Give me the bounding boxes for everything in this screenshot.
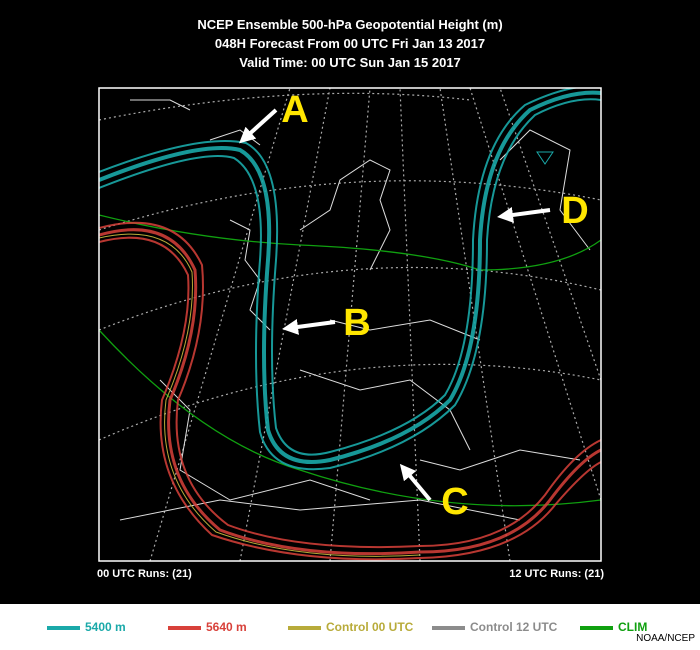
legend-label: CLIM: [618, 620, 647, 634]
map-frame: [98, 87, 602, 562]
map-label: B: [343, 302, 370, 344]
legend-label: 5400 m: [85, 620, 126, 634]
credit: NOAA/NCEP: [636, 633, 695, 644]
legend: 5400 m 5640 m Control 00 UTC Control 12 UTC…: [47, 620, 647, 634]
map: [99, 88, 601, 561]
map-label: D: [561, 190, 588, 232]
legend-label: 5640 m: [206, 620, 247, 634]
legend-label: Control 00 UTC: [326, 620, 414, 634]
runs-right: 12 UTC Runs: (21): [509, 568, 604, 580]
arrows: [239, 108, 551, 502]
title-line: NCEP Ensemble 500-hPa Geopotential Heigh…: [197, 17, 502, 32]
title-line: 048H Forecast From 00 UTC Fri Jan 13 201…: [215, 36, 485, 51]
runs-left: 00 UTC Runs: (21): [97, 568, 192, 580]
map-label: C: [441, 481, 468, 523]
legend-label: Control 12 UTC: [470, 620, 558, 634]
map-label: A: [281, 89, 308, 131]
title-line: Valid Time: 00 UTC Sun Jan 15 2017: [239, 55, 461, 70]
